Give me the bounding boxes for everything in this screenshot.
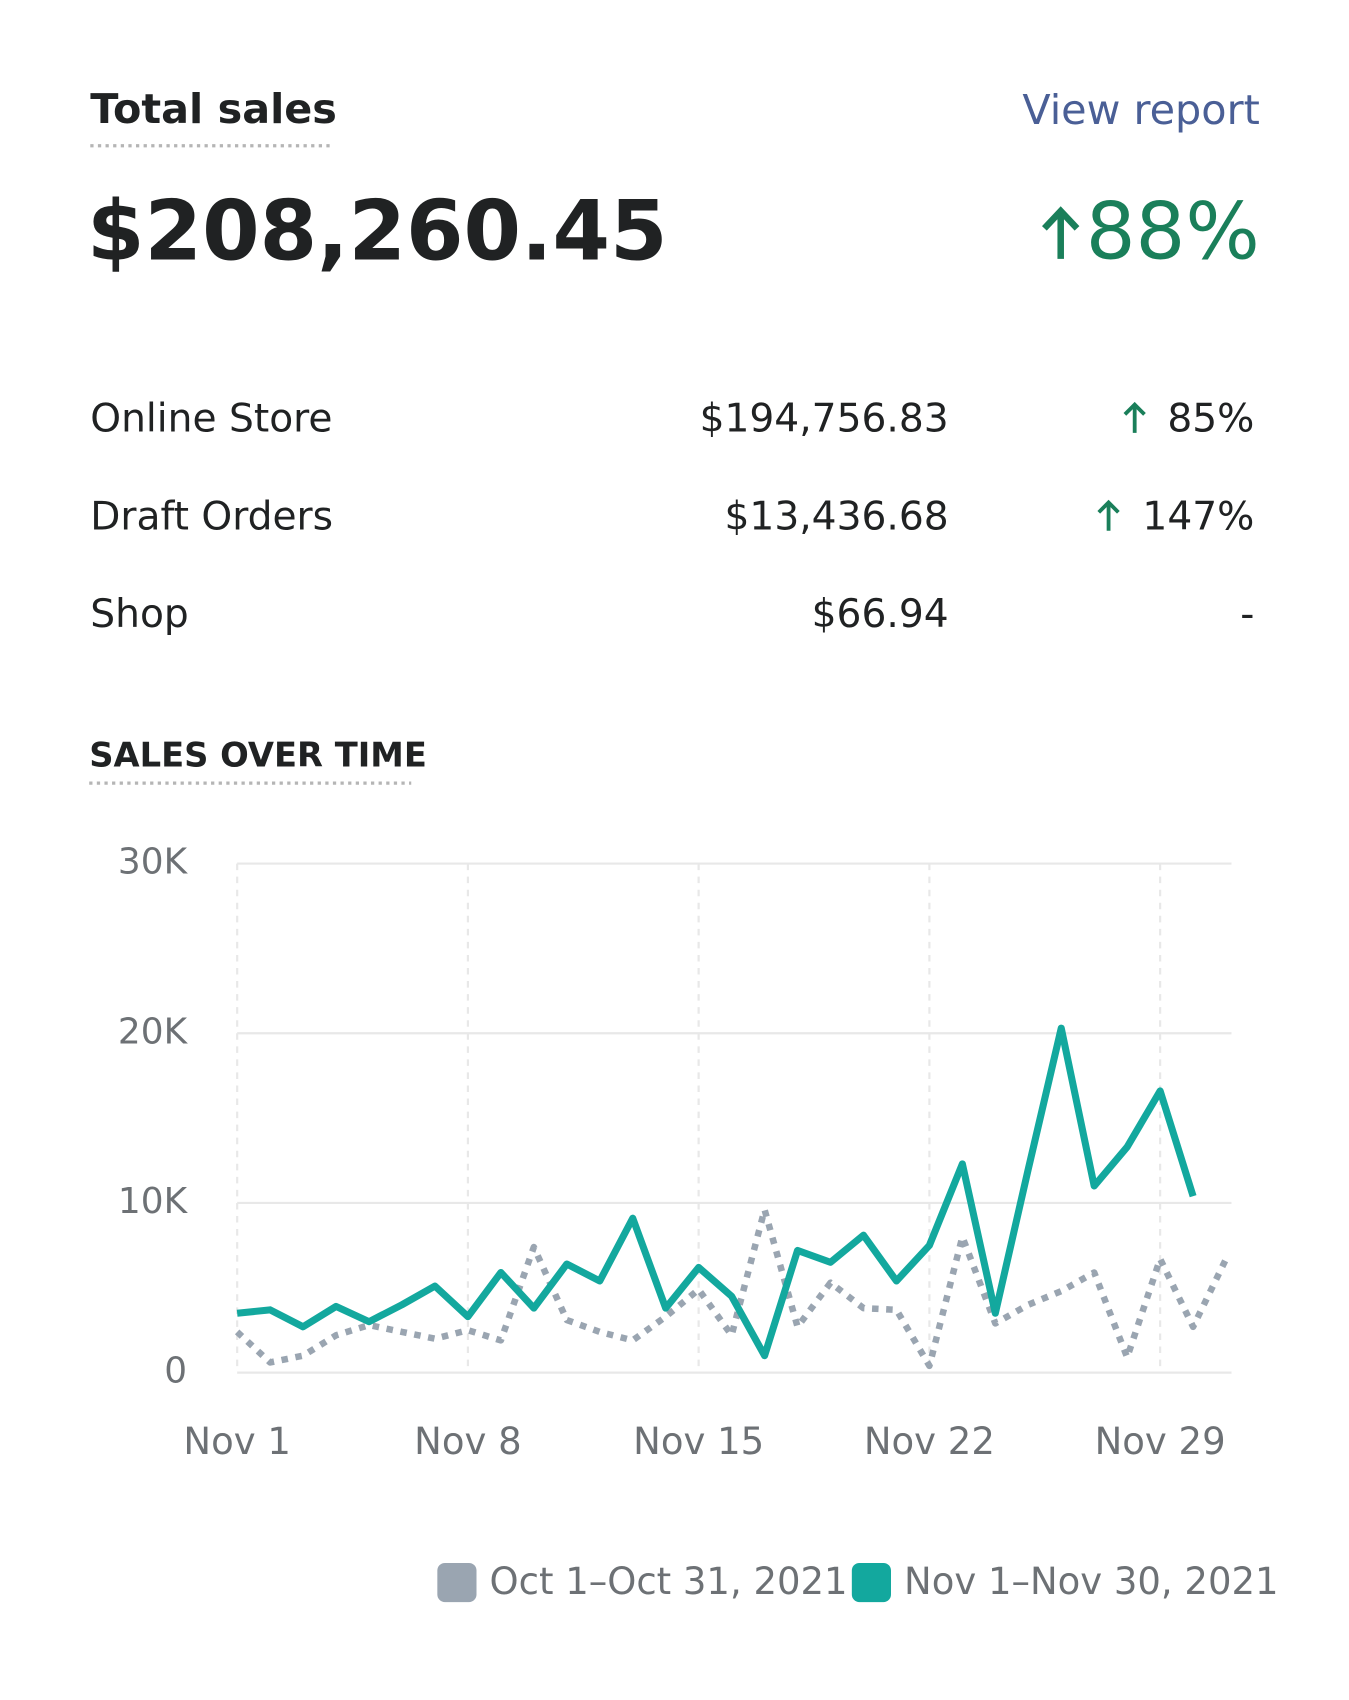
y-tick-label: 30K	[118, 842, 189, 883]
up-arrow	[1123, 401, 1146, 433]
series-line	[234, 1206, 1230, 1370]
row-amount: $194,756.83	[700, 396, 949, 441]
x-tick-label: Nov 29	[1095, 1420, 1226, 1463]
row-change: 85%	[1167, 396, 1254, 441]
up-arrow	[1042, 206, 1080, 259]
row-change: -	[1240, 592, 1254, 637]
x-tick-label: Nov 15	[633, 1420, 764, 1463]
view-report-link[interactable]: View report	[1022, 86, 1259, 134]
row-amount: $66.94	[812, 592, 949, 637]
row-amount: $13,436.68	[725, 494, 949, 539]
row-name: Draft Orders	[90, 494, 333, 539]
legend-label: Oct 1–Oct 31, 2021	[490, 1560, 848, 1603]
total-amount: $208,260.45	[87, 184, 667, 280]
row-name: Shop	[90, 592, 188, 637]
legend-swatch	[851, 1562, 891, 1603]
x-tick-label: Nov 8	[414, 1420, 521, 1463]
x-tick-label: Nov 1	[183, 1420, 290, 1463]
total-change: 88%	[1086, 187, 1260, 278]
card-title: Total sales	[90, 85, 337, 133]
chart-title: SALES OVER TIME	[89, 736, 427, 775]
up-arrow	[1097, 499, 1120, 531]
y-tick-label: 20K	[118, 1011, 189, 1052]
x-tick-label: Nov 22	[864, 1420, 995, 1463]
row-change: 147%	[1142, 494, 1254, 539]
y-tick-label: 0	[164, 1351, 187, 1392]
y-tick-label: 10K	[118, 1181, 189, 1222]
legend-label: Nov 1–Nov 30, 2021	[904, 1560, 1278, 1603]
row-name: Online Store	[90, 396, 332, 441]
series-line	[236, 1024, 1197, 1360]
legend-swatch	[437, 1562, 477, 1603]
